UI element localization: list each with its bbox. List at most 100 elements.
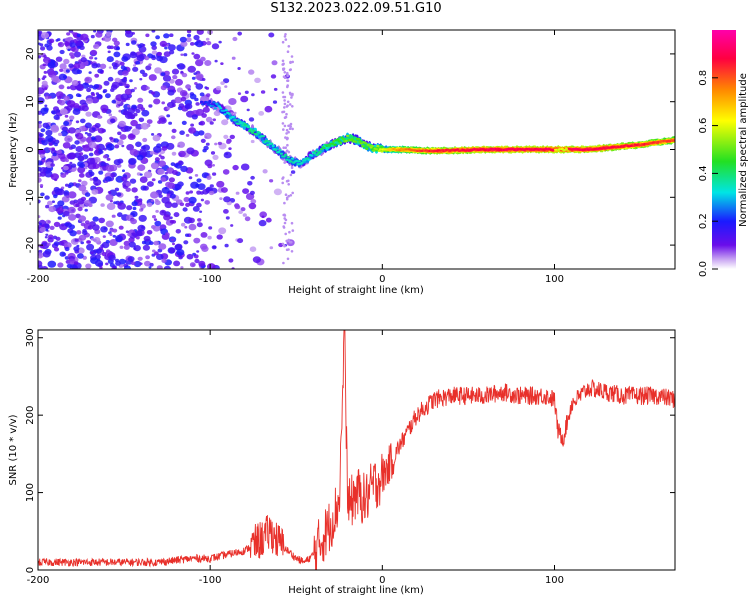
noise-blob [205,86,210,90]
noise-blob [50,125,60,133]
noise-blob [63,121,70,126]
noise-blob [206,93,211,97]
noise-blob [158,243,167,250]
ridge-point [271,144,275,148]
noise-blob [38,215,41,219]
noise-blob [289,194,293,197]
ridge-point [277,150,281,154]
noise-blob [201,113,207,118]
noise-blob [123,244,130,250]
noise-blob [57,262,64,268]
noise-blob [174,244,182,251]
noise-blob [97,68,104,74]
ridge-point [278,149,282,152]
noise-blob [211,245,217,250]
noise-blob [93,237,101,243]
noise-blob [196,250,200,253]
noise-blob [58,132,63,137]
noise-blob [140,185,147,191]
noise-blob [71,163,77,168]
noise-blob [129,148,138,156]
noise-blob [173,212,180,218]
noise-blob [150,199,154,202]
noise-blob [89,56,94,60]
noise-blob [125,230,129,233]
noise-blob [38,177,42,183]
noise-blob [86,87,92,93]
noise-blob [171,128,177,133]
noise-blob [218,227,227,235]
noise-blob [92,127,96,131]
ridge-point [215,102,219,105]
noise-blob [121,176,128,182]
noise-blob [97,127,105,134]
noise-blob [129,178,137,184]
figure-title: S132.2023.022.09.51.G10 [270,1,442,16]
noise-blob [242,188,250,195]
noise-blob [145,33,150,38]
noise-blob [115,261,121,266]
noise-blob [139,173,143,176]
noise-blob [55,236,61,241]
noise-blob [140,84,149,91]
noise-blob [149,262,154,267]
noise-blob [143,235,151,242]
noise-blob [114,187,120,192]
noise-blob [78,234,87,241]
noise-blob [109,45,114,50]
noise-blob [109,228,115,233]
ridge-point [255,133,259,136]
noise-blob [216,234,223,240]
noise-blob [286,50,290,53]
noise-blob [180,53,184,56]
noise-blob [114,77,121,83]
noise-blob [91,189,99,195]
noise-blob [105,262,109,266]
noise-blob [215,86,222,91]
noise-blob [123,240,130,247]
noise-blob [155,209,159,213]
noise-blob [285,197,289,201]
noise-blob [247,181,253,186]
noise-blob [178,160,184,166]
noise-blob [48,206,56,213]
noise-blob [117,131,122,136]
noise-blob [124,88,133,96]
ridge-point [319,148,323,151]
noise-blob [142,244,150,251]
noise-blob [264,105,273,113]
noise-blob [150,191,159,199]
noise-blob [104,176,112,182]
ridge-point [341,138,345,141]
noise-blob [53,186,60,193]
noise-blob [155,35,161,40]
noise-blob [151,133,155,136]
noise-blob [108,113,113,117]
noise-blob [228,147,232,151]
ridge-point [212,101,216,104]
noise-blob [139,78,143,81]
noise-blob [220,81,225,85]
ridge-point [377,149,381,152]
noise-blob [224,85,228,88]
noise-blob [197,218,202,222]
ridge-point [672,139,675,142]
noise-blob [194,97,199,102]
noise-blob [281,122,285,125]
colorbar-label: Normalized spectral amplitude [738,73,749,227]
noise-blob [45,135,54,143]
noise-blob [40,46,46,51]
noise-blob [129,79,133,83]
ridge-point [267,140,271,143]
noise-blob [98,217,105,224]
noise-blob [281,91,285,94]
noise-blob [171,151,177,156]
noise-blob [291,191,295,195]
x-tick-label: 100 [545,274,564,285]
noise-blob [58,84,65,90]
noise-blob [288,103,292,106]
noise-blob [79,163,85,168]
noise-blob [40,32,50,39]
noise-blob [223,78,230,84]
ridge-point [322,146,326,150]
